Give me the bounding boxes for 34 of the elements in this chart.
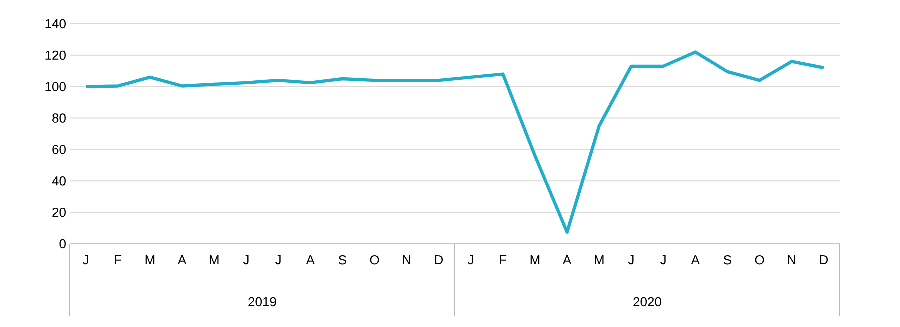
x-tick-label: O — [755, 256, 764, 265]
y-tick-label: 20 — [52, 208, 66, 218]
x-tick-label: O — [370, 256, 380, 265]
x-tick-label: A — [562, 256, 572, 264]
x-tick-label: M — [595, 256, 604, 264]
x-tick-label: D — [435, 256, 444, 264]
x-tick-label: A — [178, 256, 187, 264]
x-tick-label: D — [820, 256, 828, 264]
x-tick-label: A — [306, 256, 315, 264]
x-tick-label: J — [628, 256, 634, 265]
y-tick-label: 100 — [46, 82, 66, 92]
x-tick-label: F — [115, 256, 122, 264]
x-tick-label: J — [660, 256, 666, 265]
x-tick-label: N — [403, 256, 411, 264]
x-tick-label: N — [788, 256, 796, 264]
x-tick-label: M — [530, 256, 540, 264]
x-tick-label: J — [243, 256, 249, 265]
x-tick-label: S — [724, 256, 732, 265]
y-tick-label: 60 — [52, 145, 66, 154]
x-tick-label: S — [338, 256, 346, 265]
x-tick-label: J — [276, 256, 281, 265]
y-tick-label: 0 — [60, 239, 66, 249]
y-tick-label: 120 — [46, 50, 66, 60]
x-tick-label: M — [210, 256, 219, 264]
y-tick-label: 140 — [46, 19, 66, 29]
x-tick-label: M — [146, 256, 155, 264]
y-tick-label: 40 — [52, 176, 66, 186]
x-tick-label: J — [468, 256, 474, 265]
text: 2019 — [248, 297, 276, 307]
x-tick-label: J — [82, 256, 88, 265]
y-tick-label: 80 — [52, 114, 66, 123]
x-tick-label: A — [691, 256, 700, 264]
text: 2020 — [634, 297, 662, 307]
x-tick-label: F — [500, 256, 507, 264]
